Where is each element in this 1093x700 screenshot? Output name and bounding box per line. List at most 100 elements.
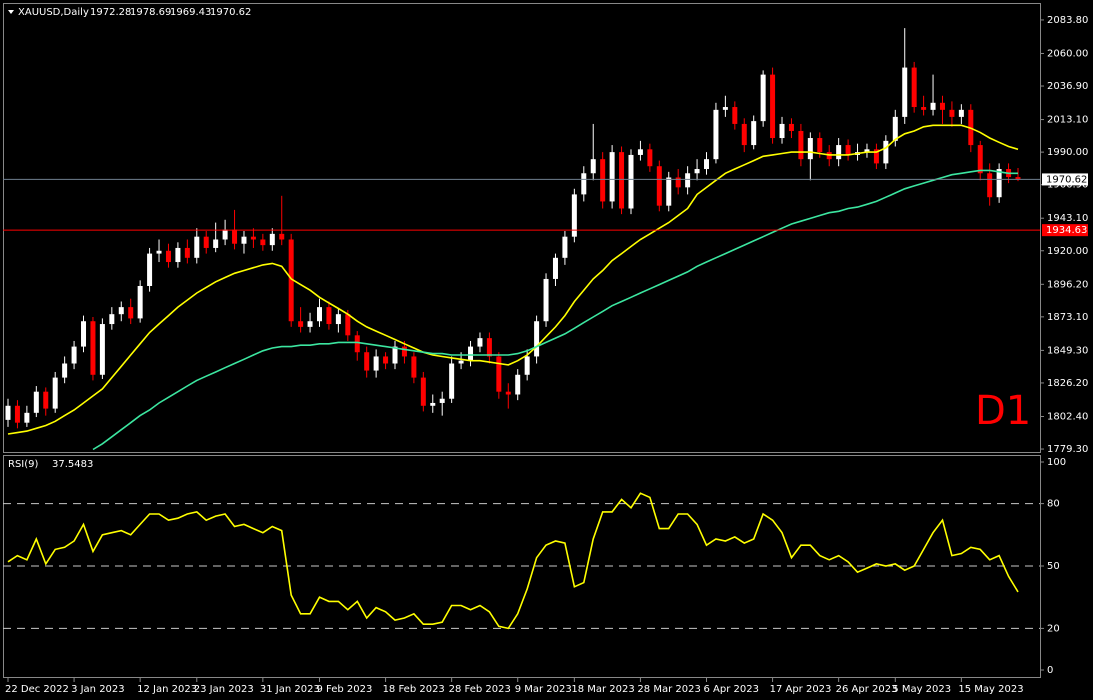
candle-body	[902, 67, 908, 117]
candle-body	[250, 236, 256, 240]
candle-body	[118, 307, 124, 315]
candle-body	[883, 140, 889, 164]
candle-body	[184, 247, 190, 258]
candle-body	[335, 314, 341, 325]
candle-body	[571, 194, 577, 237]
x-tick-label: 23 Jan 2023	[194, 684, 254, 695]
rsi-line	[7, 492, 1019, 630]
candle-body	[864, 149, 870, 153]
candle-body	[241, 236, 247, 244]
candle-body	[401, 346, 407, 357]
y-tick-label: 2036.90	[1047, 81, 1088, 92]
candle-body	[260, 239, 266, 246]
candle-body	[543, 278, 549, 322]
candle-body	[581, 173, 587, 195]
candle-body	[732, 107, 738, 124]
candle-body	[430, 402, 436, 406]
price-label: 1970.62	[1046, 174, 1087, 185]
candle-body	[770, 74, 776, 139]
candle-body	[222, 229, 228, 240]
price-panel	[3, 3, 1041, 453]
candle-body	[14, 405, 20, 423]
rsi-tick-label: 100	[1047, 457, 1066, 468]
candle-body	[43, 391, 49, 409]
candle-body	[656, 166, 662, 206]
y-tick-label: 2060.00	[1047, 48, 1088, 59]
x-tick-label: 17 Apr 2023	[770, 684, 832, 695]
candle-body	[515, 374, 521, 395]
level-label-box	[1042, 224, 1088, 237]
candle-body	[666, 177, 672, 206]
x-tick-label: 26 Apr 2023	[836, 684, 898, 695]
candle-body	[99, 324, 105, 375]
candle-body	[420, 377, 426, 406]
candle-body	[637, 149, 643, 155]
rsi-tick-label: 50	[1047, 561, 1060, 572]
y-tick-label: 1826.20	[1047, 378, 1088, 389]
rsi-value: 37.5483	[52, 459, 93, 470]
candle-body	[298, 321, 304, 327]
moving-average	[7, 124, 1019, 435]
candle-body	[600, 159, 606, 202]
candle-body	[845, 145, 851, 155]
level-label: 1934.63	[1046, 225, 1087, 236]
candle-body	[628, 154, 634, 209]
x-tick-label: 3 Jan 2023	[71, 684, 125, 695]
y-tick-label: 1943.10	[1047, 213, 1088, 224]
candle-body	[873, 149, 879, 164]
candle-body	[194, 236, 200, 258]
candle-body	[798, 130, 804, 160]
candle-body	[468, 346, 474, 361]
candle-body	[1015, 177, 1021, 180]
candle-body	[675, 177, 681, 188]
candle-body	[269, 233, 275, 246]
candle-body	[477, 338, 483, 347]
y-tick-label: 1802.40	[1047, 411, 1088, 422]
ohlc-open: 1972.28	[90, 7, 131, 18]
candle-body	[911, 67, 917, 108]
candle-body	[722, 107, 728, 110]
candle-body	[156, 250, 162, 254]
candle-body	[137, 285, 143, 319]
x-tick-label: 9 Mar 2023	[515, 684, 572, 695]
candle-body	[411, 356, 417, 378]
x-tick-label: 22 Dec 2022	[5, 684, 69, 695]
y-tick-label: 2013.10	[1047, 115, 1088, 126]
candle-body	[439, 398, 445, 403]
candle-body	[751, 121, 757, 146]
candle-body	[458, 360, 464, 364]
candle-body	[609, 152, 615, 202]
y-tick-label: 2083.80	[1047, 15, 1088, 26]
candle-body	[486, 338, 492, 357]
candle-body	[921, 107, 927, 110]
candle-body	[807, 138, 813, 160]
candle-body	[62, 363, 68, 378]
candle-body	[203, 236, 209, 248]
y-tick-label: 1920.00	[1047, 246, 1088, 257]
moving-average	[92, 169, 1018, 451]
chart-title: XAUUSD,Daily	[18, 7, 89, 18]
candle-body	[704, 159, 710, 170]
candle-body	[33, 391, 39, 413]
candle-body	[694, 169, 700, 174]
candle-body	[779, 123, 785, 139]
x-tick-label: 15 May 2023	[958, 684, 1023, 695]
candle-body	[505, 391, 511, 395]
candle-body	[109, 314, 115, 325]
candle-body	[590, 159, 596, 174]
candle-body	[147, 253, 153, 286]
candle-body	[128, 307, 134, 319]
candle-body	[81, 321, 87, 347]
ohlc-close: 1970.62	[210, 7, 251, 18]
candle-body	[817, 138, 823, 153]
timeframe-label: D1	[975, 388, 1031, 434]
candle-body	[534, 321, 540, 357]
price-label-box	[1042, 173, 1088, 186]
candle-body	[496, 356, 502, 392]
candle-body	[836, 145, 842, 160]
candle-body	[354, 335, 360, 353]
candle-body	[958, 109, 964, 117]
candle-body	[392, 346, 398, 364]
